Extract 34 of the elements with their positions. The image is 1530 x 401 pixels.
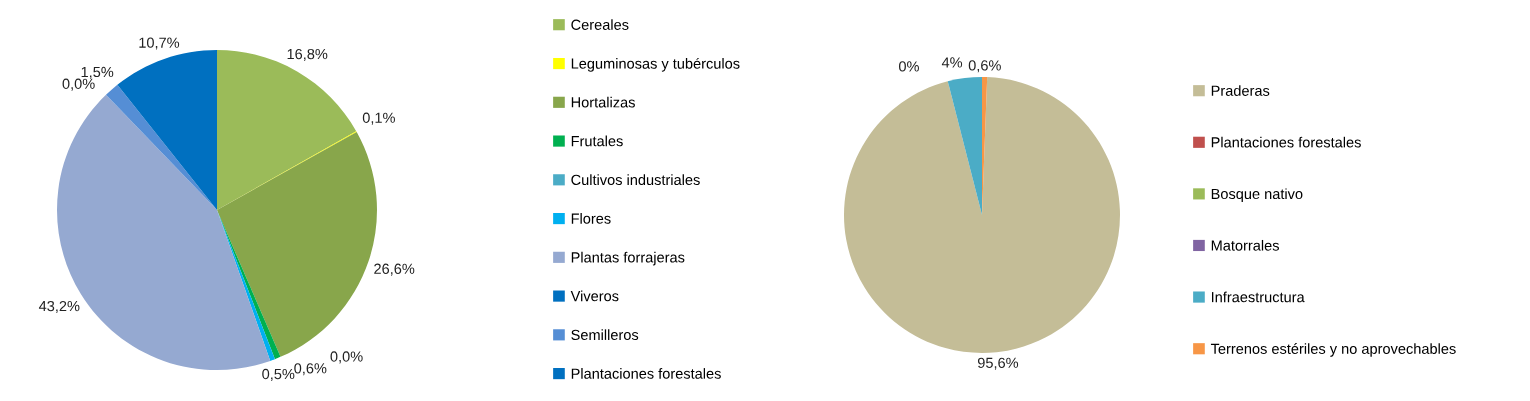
legend-label: Frutales xyxy=(571,135,623,147)
legend-label: Semilleros xyxy=(571,329,639,341)
data-label: 95,6% xyxy=(977,357,1019,370)
data-label: 10,7% xyxy=(139,37,180,50)
data-label: 0,6% xyxy=(968,60,1001,73)
pie-slice xyxy=(217,50,357,210)
data-label: 0,1% xyxy=(362,112,395,125)
legend-label: Flores xyxy=(571,213,611,224)
legend-label: Plantaciones forestales xyxy=(571,368,721,379)
legend-label: Plantas forrajeras xyxy=(571,251,685,266)
data-label: 0,6% xyxy=(294,363,327,376)
legend-label: Hortalizas xyxy=(571,96,635,108)
pie-slice xyxy=(844,77,1120,353)
text: 0% xyxy=(898,61,919,72)
data-label: 43,2% xyxy=(38,300,80,313)
text: 0,0% xyxy=(330,351,363,364)
legend-label: Bosque nativo xyxy=(1211,188,1303,202)
legend-label: Leguminosas y tubérculos xyxy=(571,57,740,72)
data-label: 1,5% xyxy=(81,66,114,79)
pie-slice xyxy=(947,77,983,215)
data-label: 0,5% xyxy=(262,368,295,381)
pie-slice xyxy=(117,50,217,210)
data-label: 16,8% xyxy=(287,48,328,61)
legend-label: Infraestructura xyxy=(1211,291,1305,303)
legend-label: Matorrales xyxy=(1211,239,1279,251)
data-label: 4% xyxy=(941,57,963,68)
legend-label: Terrenos estériles y no aprovechables xyxy=(1210,343,1456,357)
text: 0,0% xyxy=(62,78,95,91)
legend-label: Cultivos industriales xyxy=(571,174,700,186)
legend-label: Viveros xyxy=(570,290,619,302)
legend-label: Plantaciones forestales xyxy=(1211,136,1361,148)
legend-label: Praderas xyxy=(1211,85,1270,96)
data-label: 26,6% xyxy=(374,263,415,276)
legend-label: Cereales xyxy=(571,19,629,30)
